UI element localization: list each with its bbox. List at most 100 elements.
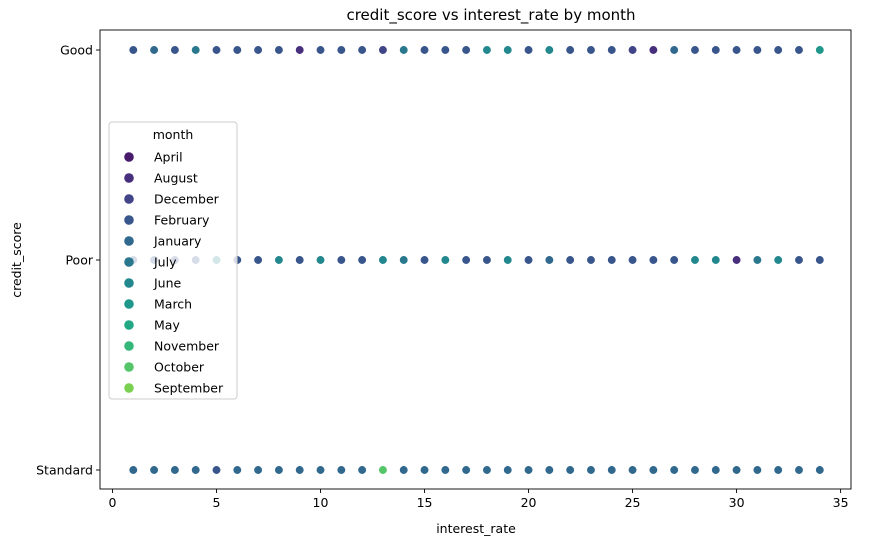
data-point bbox=[482, 45, 492, 55]
legend-label: August bbox=[154, 171, 198, 186]
data-point bbox=[690, 255, 700, 265]
x-tick-label: 20 bbox=[521, 495, 537, 510]
data-point bbox=[440, 255, 450, 265]
points-layer bbox=[128, 45, 825, 475]
x-tick-label: 35 bbox=[833, 495, 849, 510]
data-point bbox=[336, 45, 346, 55]
data-point bbox=[794, 45, 804, 55]
data-point bbox=[731, 465, 742, 475]
data-point bbox=[440, 465, 450, 475]
data-point bbox=[315, 45, 326, 55]
data-point bbox=[253, 255, 263, 265]
legend-marker bbox=[124, 257, 134, 267]
data-point bbox=[752, 255, 763, 265]
data-point bbox=[544, 465, 554, 475]
legend-title: month bbox=[153, 127, 194, 142]
legend-marker bbox=[124, 194, 134, 204]
data-point bbox=[274, 45, 284, 55]
data-point bbox=[149, 45, 159, 55]
chart-title: credit_score vs interest_rate by month bbox=[346, 6, 635, 25]
data-point bbox=[773, 465, 783, 475]
data-point bbox=[419, 465, 430, 475]
data-point bbox=[544, 45, 554, 55]
data-point bbox=[170, 45, 180, 55]
legend-marker bbox=[124, 362, 134, 372]
x-axis-title: interest_rate bbox=[436, 521, 516, 536]
data-point bbox=[503, 465, 513, 475]
y-tick-label: Good bbox=[60, 43, 93, 58]
data-point bbox=[211, 45, 222, 55]
data-point bbox=[440, 45, 450, 55]
data-point bbox=[419, 45, 430, 55]
data-point bbox=[586, 45, 596, 55]
data-point bbox=[648, 465, 659, 475]
data-point bbox=[482, 465, 492, 475]
legend-frame bbox=[108, 121, 238, 400]
data-point bbox=[773, 255, 783, 265]
data-point bbox=[627, 45, 638, 55]
legend-marker bbox=[124, 173, 134, 183]
legend-label: June bbox=[153, 276, 182, 291]
legend-label: December bbox=[154, 192, 220, 207]
data-point bbox=[752, 465, 763, 475]
data-point bbox=[336, 465, 346, 475]
data-point bbox=[794, 255, 804, 265]
data-point bbox=[191, 45, 201, 55]
data-point bbox=[357, 255, 367, 265]
legend-marker bbox=[124, 236, 134, 246]
legend-label: March bbox=[154, 297, 192, 312]
legend-marker bbox=[124, 215, 134, 225]
data-point bbox=[815, 45, 825, 55]
data-point bbox=[815, 465, 825, 475]
legend-entries: April August December February January July Ju… bbox=[124, 150, 224, 396]
data-point bbox=[607, 465, 617, 475]
data-point bbox=[669, 255, 679, 265]
x-tick-label: 0 bbox=[109, 495, 117, 510]
data-point bbox=[274, 465, 284, 475]
legend-label: November bbox=[154, 339, 220, 354]
data-point bbox=[731, 255, 742, 265]
x-tick-label: 30 bbox=[729, 495, 745, 510]
legend-label: February bbox=[154, 213, 210, 228]
data-point bbox=[669, 45, 679, 55]
y-ticks: Good Poor Standard bbox=[36, 43, 100, 478]
data-point bbox=[461, 45, 471, 55]
data-point bbox=[523, 45, 534, 55]
data-point bbox=[295, 465, 305, 475]
data-point bbox=[648, 45, 659, 55]
data-point bbox=[648, 255, 659, 265]
legend-label: January bbox=[153, 234, 202, 249]
data-point bbox=[565, 465, 575, 475]
data-point bbox=[607, 45, 617, 55]
data-point bbox=[274, 255, 284, 265]
data-point bbox=[669, 465, 679, 475]
legend-label: May bbox=[154, 318, 180, 333]
data-point bbox=[399, 255, 409, 265]
x-ticks: 0 5 10 15 20 25 30 35 bbox=[109, 489, 849, 510]
data-point bbox=[315, 465, 326, 475]
data-point bbox=[211, 465, 222, 475]
y-tick-label: Standard bbox=[36, 463, 93, 478]
x-tick-label: 15 bbox=[417, 495, 433, 510]
data-point bbox=[336, 255, 346, 265]
data-point bbox=[794, 465, 804, 475]
data-point bbox=[315, 255, 326, 265]
data-point bbox=[690, 45, 700, 55]
data-point bbox=[295, 45, 305, 55]
legend-marker bbox=[124, 299, 134, 309]
data-point bbox=[523, 255, 534, 265]
data-point bbox=[149, 465, 159, 475]
data-point bbox=[461, 255, 471, 265]
data-point bbox=[399, 465, 409, 475]
data-point bbox=[711, 45, 721, 55]
data-point bbox=[503, 255, 513, 265]
data-point bbox=[378, 45, 388, 55]
data-point bbox=[419, 255, 430, 265]
legend-marker bbox=[124, 278, 134, 288]
data-point bbox=[773, 45, 783, 55]
data-point bbox=[461, 465, 471, 475]
data-point bbox=[711, 255, 721, 265]
legend-marker bbox=[124, 152, 134, 162]
data-point bbox=[295, 255, 305, 265]
